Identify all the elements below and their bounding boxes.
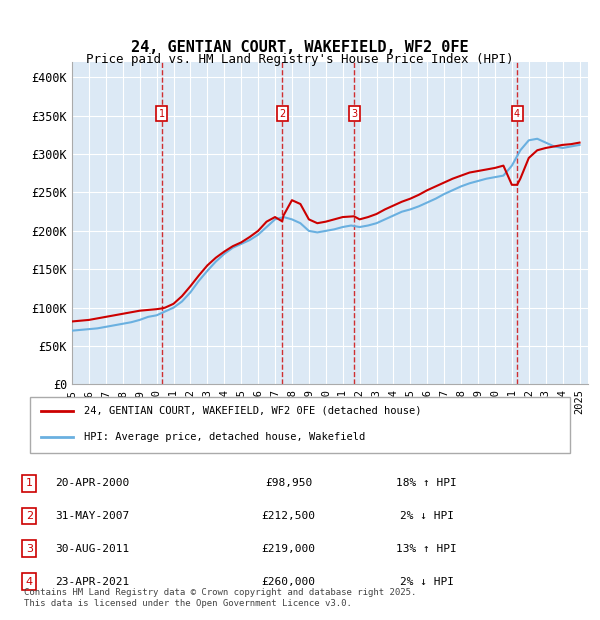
Text: 2: 2 bbox=[26, 511, 33, 521]
Text: 31-MAY-2007: 31-MAY-2007 bbox=[56, 511, 130, 521]
Text: £212,500: £212,500 bbox=[262, 511, 316, 521]
Text: Contains HM Land Registry data © Crown copyright and database right 2025.
This d: Contains HM Land Registry data © Crown c… bbox=[24, 588, 416, 608]
Text: 3: 3 bbox=[26, 544, 33, 554]
Text: 4: 4 bbox=[26, 577, 33, 587]
Text: Price paid vs. HM Land Registry's House Price Index (HPI): Price paid vs. HM Land Registry's House … bbox=[86, 53, 514, 66]
Text: 2% ↓ HPI: 2% ↓ HPI bbox=[400, 511, 454, 521]
Text: 18% ↑ HPI: 18% ↑ HPI bbox=[397, 479, 457, 489]
Text: £260,000: £260,000 bbox=[262, 577, 316, 587]
Text: 24, GENTIAN COURT, WAKEFIELD, WF2 0FE (detached house): 24, GENTIAN COURT, WAKEFIELD, WF2 0FE (d… bbox=[84, 405, 421, 416]
Text: £219,000: £219,000 bbox=[262, 544, 316, 554]
Text: 3: 3 bbox=[351, 108, 357, 118]
Text: 24, GENTIAN COURT, WAKEFIELD, WF2 0FE: 24, GENTIAN COURT, WAKEFIELD, WF2 0FE bbox=[131, 40, 469, 55]
Text: 13% ↑ HPI: 13% ↑ HPI bbox=[397, 544, 457, 554]
Text: £98,950: £98,950 bbox=[265, 479, 312, 489]
Text: 4: 4 bbox=[514, 108, 520, 118]
Text: HPI: Average price, detached house, Wakefield: HPI: Average price, detached house, Wake… bbox=[84, 432, 365, 442]
Text: 2: 2 bbox=[279, 108, 285, 118]
Text: 2% ↓ HPI: 2% ↓ HPI bbox=[400, 577, 454, 587]
Text: 23-APR-2021: 23-APR-2021 bbox=[56, 577, 130, 587]
FancyBboxPatch shape bbox=[30, 397, 570, 453]
Text: 30-AUG-2011: 30-AUG-2011 bbox=[56, 544, 130, 554]
Text: 1: 1 bbox=[26, 479, 33, 489]
Text: 1: 1 bbox=[158, 108, 165, 118]
Text: 20-APR-2000: 20-APR-2000 bbox=[56, 479, 130, 489]
